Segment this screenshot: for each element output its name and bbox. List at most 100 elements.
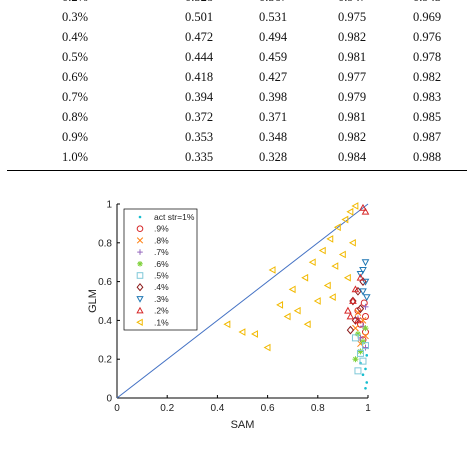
data-point xyxy=(357,348,364,355)
table-cell: 0.371 xyxy=(259,110,288,124)
scatter-figure: 0 0.2 0.4 0.6 0.8 1 0 0.2 0.4 0.6 0.8 1 SAM GLM act st… xyxy=(0,190,474,460)
data-point xyxy=(303,320,311,329)
legend-marker xyxy=(136,306,144,314)
x-tick-label: 0.4 xyxy=(210,403,224,414)
data-point xyxy=(351,285,360,293)
data-point xyxy=(361,342,369,350)
data-point xyxy=(341,215,349,224)
data-point xyxy=(354,309,362,316)
table-cell: 0.982 xyxy=(338,130,367,144)
data-point xyxy=(364,387,367,390)
table-row: 0.5% 0.444 0.459 0.981 0.978 xyxy=(7,50,467,70)
data-point xyxy=(361,259,370,267)
table-cell: 0.494 xyxy=(259,30,288,44)
data-point xyxy=(331,262,339,270)
legend-label: .6% xyxy=(154,259,169,269)
data-point xyxy=(354,367,362,375)
data-point xyxy=(356,270,365,278)
data-point xyxy=(361,313,369,321)
data-point xyxy=(356,349,364,357)
data-point xyxy=(354,286,362,296)
data-point xyxy=(288,285,296,294)
y-tick-label: 0.6 xyxy=(98,277,112,288)
y-tick-label: 0 xyxy=(106,394,112,405)
table-cell: 0.979 xyxy=(338,90,367,104)
data-point xyxy=(343,273,351,282)
legend-label: act str=1% xyxy=(154,212,195,222)
data-point xyxy=(313,297,321,305)
table-cell: 0.7% xyxy=(62,90,89,104)
y-tick-label: 1 xyxy=(106,200,112,211)
table-cell: 0.976 xyxy=(413,30,442,44)
x-axis-label: SAM xyxy=(231,419,255,431)
legend-label: .7% xyxy=(154,247,169,257)
table-cell: 0.947 xyxy=(338,0,366,5)
x-tick-label: 0.2 xyxy=(160,403,174,414)
table-cell: 0.335 xyxy=(185,150,214,164)
data-point xyxy=(361,278,370,286)
table-cell: 0.418 xyxy=(185,70,214,84)
data-point xyxy=(238,328,246,336)
table-cell: 0.981 xyxy=(338,110,367,124)
data-point xyxy=(352,356,359,363)
table-cell: 0.981 xyxy=(338,50,367,64)
table-cell: 0.988 xyxy=(413,150,442,164)
table-cell: 0.943 xyxy=(413,0,441,5)
data-point xyxy=(365,354,369,357)
y-axis-label: GLM xyxy=(87,289,99,313)
table-cell: 0.975 xyxy=(338,10,367,24)
table-row: 0.8% 0.372 0.371 0.981 0.985 xyxy=(7,110,467,130)
table-row: 0.9% 0.353 0.348 0.982 0.987 xyxy=(7,130,467,150)
legend-label: .2% xyxy=(154,306,169,316)
data-point xyxy=(359,267,367,274)
data-point xyxy=(276,301,284,309)
data-point xyxy=(365,381,369,384)
table-cell: 0.353 xyxy=(185,130,214,144)
data-point xyxy=(338,250,346,259)
data-point xyxy=(346,325,355,335)
data-point xyxy=(318,246,326,255)
table-cell: 0.985 xyxy=(413,110,442,124)
data-point xyxy=(328,293,336,301)
table-cell: 0.984 xyxy=(338,150,367,164)
table-cell: 0.459 xyxy=(259,50,288,64)
table-row: 0.4% 0.472 0.494 0.982 0.976 xyxy=(7,30,467,50)
legend-marker xyxy=(136,237,144,244)
data-point xyxy=(301,273,309,282)
legend-label: .9% xyxy=(154,224,169,234)
data-point xyxy=(348,238,356,247)
table-cell: 0.9% xyxy=(62,130,89,144)
table-cell: 0.978 xyxy=(413,50,442,64)
legend-marker xyxy=(138,215,142,219)
legend-marker xyxy=(136,225,144,233)
legend-marker xyxy=(137,261,143,267)
data-point xyxy=(251,330,258,338)
table-cell: 0.8% xyxy=(62,110,89,124)
table-row: 0.6% 0.418 0.427 0.977 0.982 xyxy=(7,70,467,90)
data-point xyxy=(364,367,367,371)
table-cell: 0.969 xyxy=(413,10,442,24)
table-row: 0.2% 0.528 0.567 0.947 0.943 xyxy=(7,0,467,10)
legend-label: .5% xyxy=(154,271,169,281)
table-bottom-rule xyxy=(7,170,467,171)
y-tick-label: 0.2 xyxy=(98,355,112,366)
x-tick-label: 1 xyxy=(365,403,371,414)
x-tick-label: 0.8 xyxy=(311,403,325,414)
data-point xyxy=(308,258,316,267)
table-row: 0.3% 0.501 0.531 0.975 0.969 xyxy=(7,10,467,30)
data-point xyxy=(223,320,231,329)
data-point xyxy=(359,288,367,296)
table-cell: 0.4% xyxy=(62,30,89,44)
table-cell: 0.501 xyxy=(185,10,214,24)
table-cell: 0.987 xyxy=(413,130,442,144)
table-cell: 0.531 xyxy=(259,10,288,24)
table-cell: 0.983 xyxy=(413,90,442,104)
table-cell: 0.372 xyxy=(185,110,214,124)
table-cell: 0.6% xyxy=(62,70,89,84)
data-point xyxy=(293,306,301,315)
data-point xyxy=(346,207,354,216)
legend-label: .4% xyxy=(154,282,169,292)
legend-label: .8% xyxy=(154,235,169,245)
table-cell: 0.398 xyxy=(259,90,288,104)
diagonal-reference-line xyxy=(116,203,369,399)
